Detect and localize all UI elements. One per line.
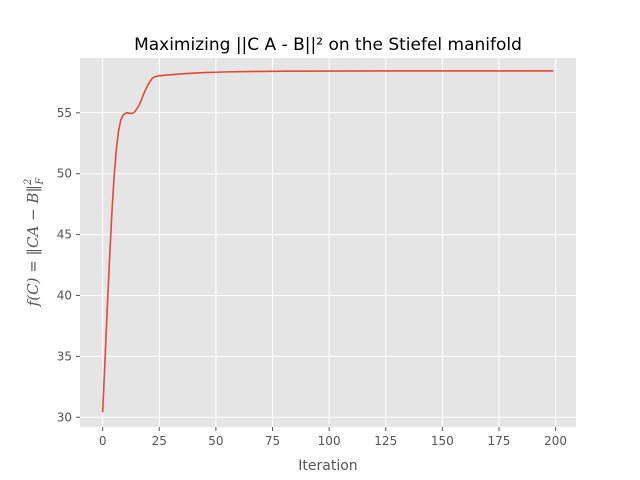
x-tick-label: 50 <box>208 434 223 448</box>
x-axis-label: Iteration <box>298 458 357 474</box>
y-axis-label-main: f(C) = ‖CA − B‖ <box>24 185 42 307</box>
x-axis-ticks: 0 25 50 75 100 125 150 175 200 <box>99 427 567 448</box>
y-tick-label: 40 <box>57 288 72 302</box>
x-tick-label: 150 <box>431 434 454 448</box>
y-axis-label-sup: 2 <box>23 179 34 186</box>
x-tick-label: 200 <box>544 434 567 448</box>
x-tick-label: 100 <box>318 434 341 448</box>
y-axis-ticks: 30 35 40 45 50 55 <box>57 106 80 424</box>
y-tick-label: 50 <box>57 167 72 181</box>
y-tick-label: 30 <box>57 410 72 424</box>
grid <box>80 58 576 427</box>
y-tick-label: 35 <box>57 349 72 363</box>
y-tick-label: 45 <box>57 228 72 242</box>
y-axis-label-sub: F <box>35 177 46 186</box>
plot-area <box>80 58 576 427</box>
y-tick-label: 55 <box>57 106 72 120</box>
x-tick-label: 0 <box>99 434 107 448</box>
series-line <box>101 70 554 413</box>
x-tick-label: 125 <box>374 434 397 448</box>
x-tick-label: 25 <box>152 434 167 448</box>
x-tick-label: 175 <box>488 434 511 448</box>
x-tick-label: 75 <box>265 434 280 448</box>
y-axis-label: f(C) = ‖CA − B‖2F <box>23 177 46 308</box>
chart-title: Maximizing ||C A - B||² on the Stiefel m… <box>134 35 522 55</box>
